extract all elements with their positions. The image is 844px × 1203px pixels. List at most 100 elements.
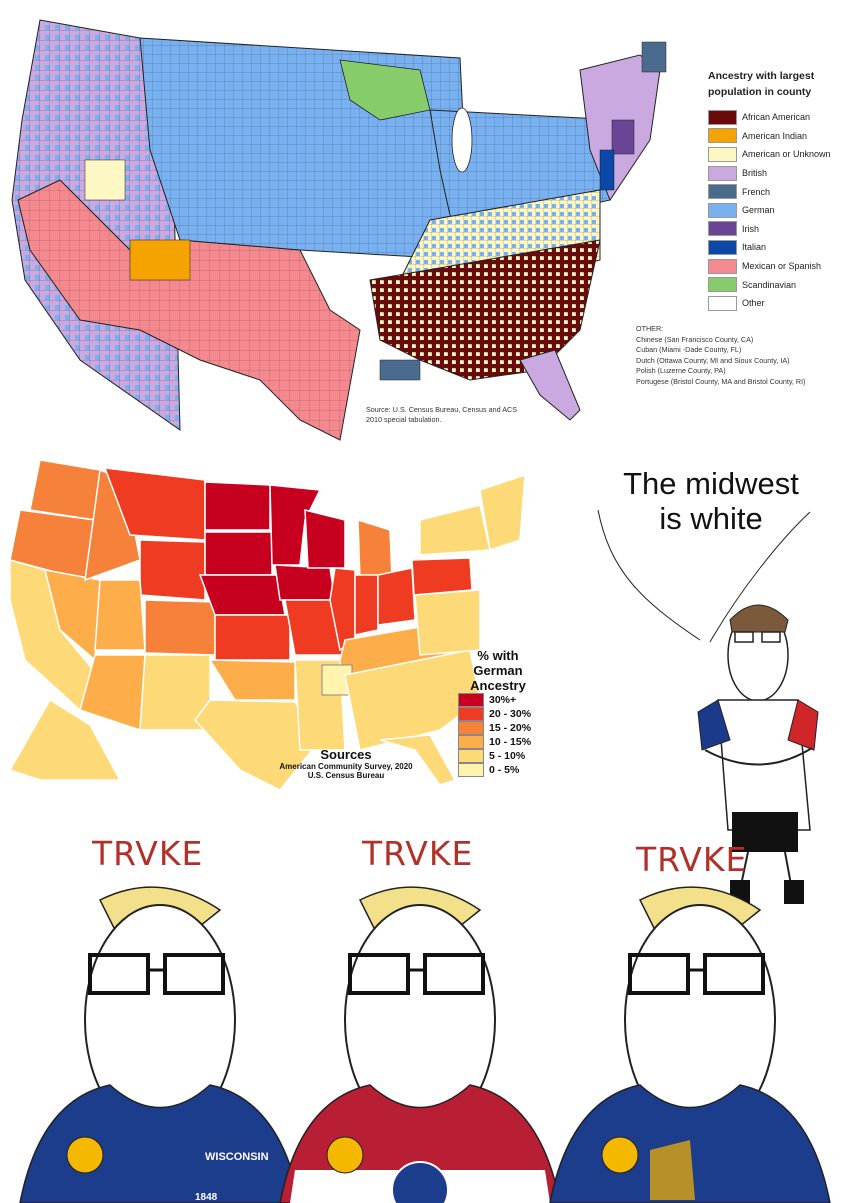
state-iowa [274,564,336,601]
state-indiana [354,574,379,636]
map1-legend-label: German [742,205,775,216]
map1-legend-label: Scandinavian [742,279,797,290]
map1-legend-label: Irish [742,223,760,234]
american-unknown-utah [84,159,126,201]
german-ancestry-state-map [8,459,526,791]
map1-legend-item: American or Unknown [708,145,844,164]
map2-legend-label: 5 - 10% [489,750,526,762]
map2-legend-item: 0 - 5% [458,763,578,777]
wojak-trio: WISCONSIN 1848 [19,886,831,1203]
italian-area [599,149,615,191]
map1-legend: Ancestry with largest population in coun… [708,68,844,313]
state-north-dakota [204,481,271,531]
map2-legend-label: 20 - 30% [489,708,532,720]
state-virginia-carolinas [414,589,481,656]
state-michigan [357,518,393,581]
map1-source: Source: U.S. Census Bureau, Census and A… [366,405,566,425]
florida-region [519,349,581,421]
other-line: Dutch (Ottawa County, MI and Sioux Count… [636,355,790,365]
french-area-louisiana [379,359,421,381]
map2-legend-swatch [458,763,484,777]
state-alaska [8,698,122,781]
map2-legend-item: 30%+ [458,693,578,707]
map1-legend-swatch [708,258,737,274]
map2-legend-swatch [458,721,484,735]
map1-legend-swatch [708,221,737,237]
lake-michigan [451,107,473,173]
other-line: Polish (Luzerne County, PA) [636,366,726,376]
other-line: Chinese (San Francisco County, CA) [636,334,754,344]
map1-legend-swatch [708,277,737,293]
map1-legend-swatch [708,239,737,255]
other-notes: OTHER: Chinese (San Francisco County, CA… [636,324,842,388]
other-line: Portugese (Bristol County, MA and Bristo… [636,376,806,386]
state-texas [194,699,321,791]
map2-legend-swatch [458,735,484,749]
map2-legend-title: % with German Ancestry [470,648,526,693]
map1-legend-swatch [708,184,737,200]
state-utah [94,579,146,651]
map1-legend-label: Mexican or Spanish [742,261,822,272]
map2-legend-item: 15 - 20% [458,721,578,735]
german-ancestry-state-map-panel: % with German Ancestry 30%+ 20 - 30% 15 - … [0,450,580,800]
map1-legend-title: Ancestry with largest population in coun… [708,70,815,98]
french-area-maine [641,41,667,73]
speech-line: is white [659,501,763,536]
map1-legend-label: Other [742,298,765,309]
map2-legend-item: 10 - 15% [458,735,578,749]
map1-legend-item: British [708,164,844,183]
map1-legend-item: Irish [708,220,844,239]
map2-sources: Sources American Community Survey, 2020 … [262,747,430,781]
map1-legend-label: British [742,168,768,179]
ancestry-county-map-panel: Ancestry with largest population in coun… [0,0,844,450]
state-new-york [419,504,491,556]
wojak-missouri [279,886,561,1203]
map2-legend-swatch [458,707,484,721]
state-oklahoma [208,659,296,701]
map1-legend-item: Scandinavian [708,275,844,294]
map1-legend-swatch [708,146,737,162]
map2-legend: % with German Ancestry 30%+ 20 - 30% 15 - … [458,648,578,777]
trvke-caption-1: TRVKE [92,834,204,873]
map1-legend-item: African American [708,108,844,127]
shirt-text-wisconsin: WISCONSIN [205,1151,269,1163]
state-wisconsin [304,509,346,569]
map2-legend-item: 20 - 30% [458,707,578,721]
map1-legend-label: Italian [742,242,767,253]
other-line: Cuban (Miami -Dade County, FL) [636,345,742,355]
state-ohio [377,567,416,626]
other-line: OTHER: [636,324,664,333]
map2-legend-swatch [458,749,484,763]
speech-line: The midwest [623,466,799,501]
map2-legend-label: 15 - 20% [489,722,532,734]
sources-heading: Sources [320,747,372,762]
sources-line: American Community Survey, 2020 [279,762,413,771]
state-colorado [144,599,216,656]
trvke-caption-2: TRVKE [362,834,474,873]
map1-legend-swatch [708,128,737,144]
map1-legend-swatch [708,295,737,311]
map1-legend-swatch [708,165,737,181]
irish-area [611,119,635,155]
speech-bubble-text: The midwest is white [596,466,826,536]
map2-legend-label: 0 - 5% [489,764,520,776]
map2-legend-label: 10 - 15% [489,736,532,748]
map2-legend-item: 5 - 10% [458,749,578,763]
map1-legend-item: American Indian [708,127,844,146]
map2-legend-swatch [458,693,484,707]
wojak-michigan [549,886,831,1203]
map1-legend-swatch [708,109,737,125]
scandinavian-region [339,59,431,121]
map1-legend-item: French [708,182,844,201]
source-line: Source: U.S. Census Bureau, Census and A… [366,405,518,414]
source-line: 2010 special tabulation. [366,415,442,424]
map1-legend-item: German [708,201,844,220]
map1-legend-item: Mexican or Spanish [708,257,844,276]
speaking-character [597,509,819,904]
state-kansas [214,614,291,661]
map1-legend-label: French [742,186,771,197]
state-washington [29,459,101,521]
map1-legend-label: American Indian [742,130,808,141]
trvke-caption-3: TRVKE [636,840,748,879]
deep-south-region [369,239,601,381]
